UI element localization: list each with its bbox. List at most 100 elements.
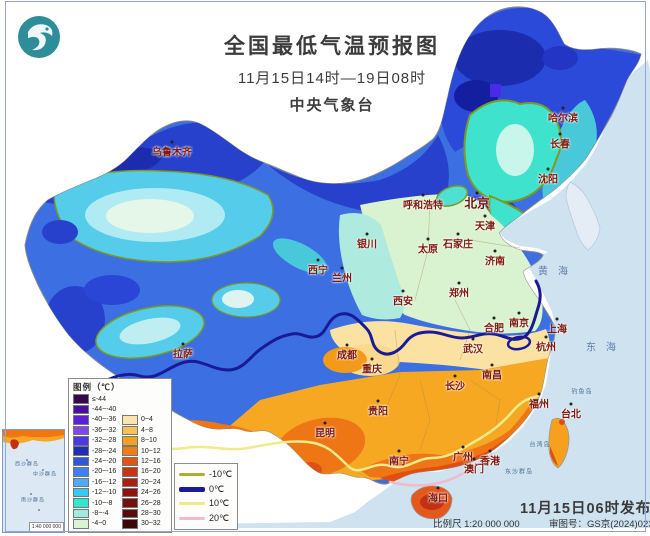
legend-color-swatch: [122, 446, 138, 456]
legend-row: -32~-28: [73, 436, 116, 446]
legend-color-swatch: [73, 477, 89, 488]
city-dot: [426, 237, 430, 241]
release-time: 11月15日06时发布: [520, 501, 650, 517]
city-label: 广州: [453, 452, 473, 464]
legend-range-label: 16~20: [141, 468, 161, 476]
legend-row: -36~-32: [73, 425, 116, 436]
legend-row: -12~-10: [73, 487, 116, 498]
city-label: 成都: [337, 350, 357, 362]
city-label: 太原: [418, 244, 438, 256]
city-label: 西安: [393, 296, 413, 308]
legend-range-label: 28~30: [141, 510, 161, 517]
inset-island-label: 南沙群岛: [20, 497, 46, 504]
city-dot: [561, 106, 565, 110]
city-dot: [457, 281, 461, 285]
city-label: 郑州: [449, 288, 469, 300]
city-dot: [471, 337, 475, 341]
inset-map: [3, 430, 64, 532]
inset-island-label: 西沙群岛: [14, 461, 40, 468]
legend-row: 8~10: [122, 436, 161, 446]
cma-dragon-logo: [18, 16, 60, 58]
legend-range-label: -16~-12: [92, 478, 117, 486]
legend-color-swatch: [122, 415, 138, 425]
isotherm-line-label: 10℃: [209, 498, 230, 509]
legend-color-swatch: [73, 436, 89, 446]
map-subtitle: 11月15日14时—19日08时: [237, 70, 427, 87]
legend-color-swatch: [122, 467, 138, 477]
city-dot: [170, 140, 174, 144]
inset-island-label: 中沙群岛: [32, 471, 58, 478]
city-label: 呼和浩特: [403, 200, 443, 212]
legend-color-swatch: [73, 456, 89, 467]
legend-row: 4~8: [122, 425, 161, 436]
city-label: 西宁: [308, 265, 328, 277]
legend-color-swatch: [122, 487, 138, 498]
city-dot: [376, 399, 380, 403]
approval-number: 审图号：GS京(2024)0236号: [549, 519, 650, 530]
city-label: 沈阳: [538, 174, 558, 186]
legend-row: 10~12: [122, 446, 161, 456]
city-label: 石家庄: [443, 239, 473, 251]
island-label: 东沙群岛: [504, 469, 534, 476]
legend-color-swatch: [73, 519, 89, 529]
sea-label: 东海: [586, 342, 626, 354]
city-label: 南宁: [389, 456, 409, 468]
legend-row: -24~-20: [73, 456, 116, 467]
legend-warm-column: 0~4 4~8 8~10 10~12 12~16 16~20 20~24 24~26 26~28…: [122, 415, 161, 529]
legend-color-swatch: [73, 467, 89, 477]
legend-row: 16~20: [122, 467, 161, 477]
city-dot: [181, 342, 185, 346]
legend-color-swatch: [122, 477, 138, 488]
city-dot: [397, 449, 401, 453]
city-dot: [558, 132, 562, 136]
korea-landmass: [565, 181, 601, 251]
city-label: 海口: [428, 493, 448, 505]
legend-range-label: 4~8: [141, 426, 153, 434]
city-label: 贵阳: [368, 406, 388, 418]
isotherm-legend: -10℃ 0℃ 10℃ 20℃: [174, 463, 238, 530]
legend-row: -16~-12: [73, 477, 117, 488]
city-dot: [340, 266, 344, 270]
legend-range-label: 8~10: [141, 437, 157, 445]
island-label: 钓鱼岛: [571, 389, 593, 396]
legend-range-label: 30~32: [141, 520, 161, 528]
legend-row: 26~28: [122, 498, 161, 508]
city-label: 福州: [529, 399, 549, 411]
city-dot: [546, 167, 550, 171]
city-label: 合肥: [484, 323, 504, 335]
legend-color-swatch: [73, 425, 89, 436]
city-dot: [421, 193, 425, 197]
city-dot: [555, 317, 559, 321]
inset-scale: 1:40 000 000: [28, 522, 64, 532]
city-label: 长沙: [445, 381, 465, 393]
legend-row: -8~-4: [73, 508, 116, 519]
city-label: 拉萨: [173, 349, 193, 361]
legend-color-swatch: [73, 446, 89, 456]
legend-color-swatch: [73, 404, 89, 415]
legend-range-label: 26~28: [141, 499, 161, 507]
city-dot: [461, 445, 465, 449]
city-label: 乌鲁木齐: [152, 147, 192, 159]
legend-row: ≤-44: [73, 394, 116, 404]
legend-range-label: 0~4: [141, 416, 153, 424]
legend-color-swatch: [122, 436, 138, 446]
legend-row: -44~-40: [73, 404, 117, 415]
city-label: 银川: [357, 239, 377, 251]
legend-row: 28~30: [122, 508, 161, 519]
city-dot: [345, 343, 349, 347]
legend-range-label: -10~-8: [92, 499, 113, 507]
isotherm-legend-row: 20℃: [179, 513, 233, 524]
legend-range-label: -44~-40: [92, 406, 117, 414]
legend-cold-column: ≤-44 -44~-40 -40~-36 -36~-32 -32~-28 -28~-24 -…: [73, 394, 116, 529]
city-dot: [490, 363, 494, 367]
isotherm-line-swatch: [179, 487, 205, 492]
city-dot: [493, 249, 497, 253]
legend-range-label: -4~0: [92, 520, 107, 528]
legend-color-swatch: [73, 498, 89, 508]
city-label: 南昌: [482, 370, 502, 382]
isotherm-line-swatch: [179, 516, 205, 520]
city-label: 长春: [550, 139, 570, 151]
city-label: 北京: [464, 196, 490, 211]
legend-range-label: -28~-24: [92, 447, 117, 455]
city-label: 兰州: [332, 273, 352, 285]
